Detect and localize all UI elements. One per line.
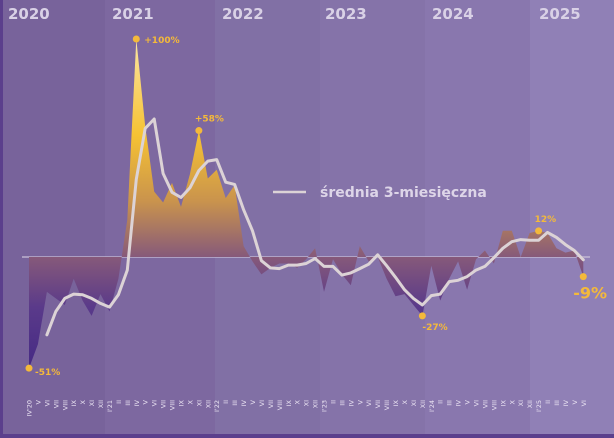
bottom-border — [0, 434, 614, 438]
x-tick-label: I'24 — [428, 400, 436, 412]
x-tick-label: V — [142, 399, 150, 404]
x-tick-label: I'22 — [213, 400, 221, 412]
year-label: 2023 — [325, 5, 367, 23]
year-band — [0, 0, 105, 438]
x-tick-label: XI — [410, 400, 418, 406]
x-tick-label: XII — [526, 400, 534, 408]
x-tick-label: IX — [392, 399, 400, 406]
x-tick-label: VIII — [276, 400, 284, 410]
year-band — [425, 0, 530, 438]
x-tick-label: IV — [455, 399, 463, 406]
x-tick-label: VI — [473, 400, 481, 406]
x-tick-label: VI — [151, 400, 159, 406]
x-tick-label: V — [34, 399, 42, 404]
x-tick-label: XI — [517, 400, 525, 406]
annotation-label: 12% — [535, 215, 557, 225]
x-tick-label: II — [329, 400, 337, 404]
annotation-label: -51% — [35, 368, 60, 378]
x-tick-label: XI — [195, 400, 203, 406]
x-tick-label: XII — [312, 400, 320, 408]
x-tick-label: VII — [481, 400, 489, 408]
left-border — [0, 0, 3, 438]
year-label: 2020 — [8, 5, 50, 23]
annotation-dot — [195, 127, 203, 135]
legend-label: średnia 3-miesięczna — [320, 185, 487, 201]
x-tick-label: IV — [562, 399, 570, 406]
x-tick-label: IV'20 — [26, 400, 34, 416]
x-tick-label: V — [356, 399, 364, 404]
annotation-label: +100% — [144, 36, 179, 46]
x-tick-label: XII — [204, 400, 212, 408]
year-label: 2024 — [432, 5, 474, 23]
x-tick-label: II — [544, 400, 552, 404]
annotation-dot — [418, 312, 426, 320]
x-tick-label: VI — [580, 400, 588, 406]
x-tick-label: XI — [303, 400, 311, 406]
year-band — [530, 0, 614, 438]
x-tick-label: IX — [499, 399, 507, 406]
x-tick-label: XII — [97, 400, 105, 408]
x-tick-label: II — [115, 400, 123, 404]
year-label: 2021 — [112, 5, 154, 23]
x-tick-label: X — [79, 399, 87, 404]
x-tick-label: IX — [70, 399, 78, 406]
x-tick-label: III — [338, 400, 346, 406]
x-tick-label: IV — [240, 399, 248, 406]
x-tick-label: IV — [347, 399, 355, 406]
year-labels: 2020 2021 2022 2023 2024 2025 — [8, 5, 581, 23]
x-tick-label: III — [124, 400, 132, 406]
annotation-dot — [25, 364, 33, 372]
annotation-dot — [535, 227, 543, 235]
annotation-label: -27% — [422, 323, 447, 333]
x-tick-label: XII — [419, 400, 427, 408]
x-tick-label: VI — [365, 400, 373, 406]
x-tick-label: III — [553, 400, 561, 406]
year-label: 2022 — [222, 5, 264, 23]
x-tick-label: VIII — [169, 400, 177, 410]
x-tick-label: VII — [267, 400, 275, 408]
x-tick-label: VI — [43, 400, 51, 406]
x-tick-label: VII — [160, 400, 168, 408]
legend: średnia 3-miesięczna — [273, 185, 487, 201]
x-tick-label: V — [571, 399, 579, 404]
year-label: 2025 — [539, 5, 581, 23]
x-axis-ticks: IV'20 V VI VII VIII IX X XI XII I'21 II III IV V VI VII… — [26, 399, 588, 416]
x-tick-label: V — [464, 399, 472, 404]
x-tick-label: I'23 — [321, 400, 329, 412]
annotation-label: -9% — [573, 284, 607, 303]
annotation-label: +58% — [195, 115, 224, 125]
x-tick-label: I'21 — [106, 400, 114, 412]
year-band — [320, 0, 425, 438]
x-tick-label: X — [294, 399, 302, 404]
annotation-dot — [132, 35, 140, 43]
x-tick-label: VIII — [383, 400, 391, 410]
x-tick-label: IX — [177, 399, 185, 406]
x-tick-label: I'25 — [535, 400, 543, 412]
x-tick-label: X — [401, 399, 409, 404]
x-tick-label: II — [437, 400, 445, 404]
x-tick-label: X — [186, 399, 194, 404]
x-tick-label: IX — [285, 399, 293, 406]
annotations: -51% +100% +58% -27% 12% -9% — [25, 35, 607, 378]
x-tick-label: VIII — [61, 400, 69, 410]
x-tick-label: VI — [258, 400, 266, 406]
x-tick-label: VII — [374, 400, 382, 408]
x-tick-label: XI — [88, 400, 96, 406]
x-tick-label: III — [446, 400, 454, 406]
x-tick-label: VIII — [490, 400, 498, 410]
x-tick-label: V — [249, 399, 257, 404]
x-tick-label: II — [222, 400, 230, 404]
x-tick-label: X — [508, 399, 516, 404]
x-tick-label: III — [231, 400, 239, 406]
x-tick-label: IV — [133, 399, 141, 406]
annotation-dot — [579, 273, 587, 281]
moving-average-line — [45, 117, 585, 337]
x-tick-label: VII — [52, 400, 60, 408]
